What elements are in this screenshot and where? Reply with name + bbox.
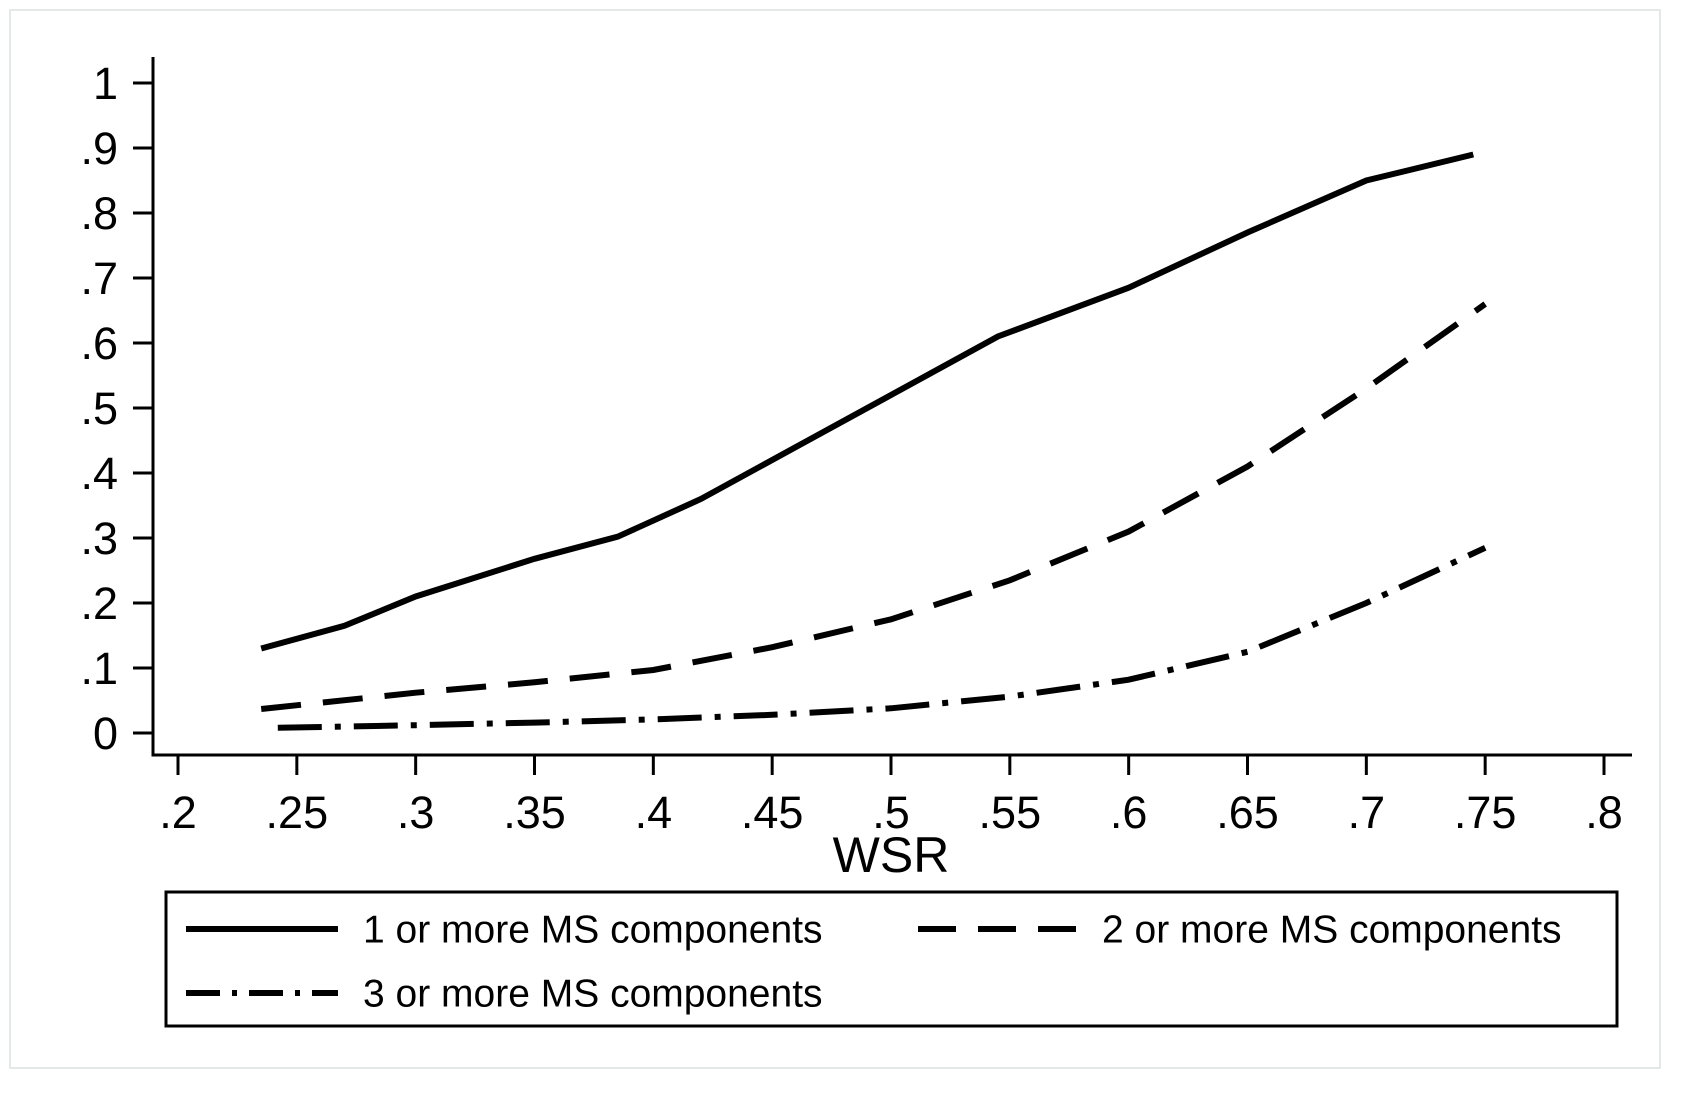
- y-tick-label: .9: [80, 123, 118, 174]
- y-tick-label: .2: [80, 578, 118, 629]
- x-tick-label: .75: [1454, 787, 1517, 838]
- x-tick-label: .55: [979, 787, 1042, 838]
- x-tick-label: .3: [397, 787, 435, 838]
- x-tick-label: .7: [1348, 787, 1386, 838]
- y-tick-label: .4: [80, 448, 118, 499]
- axis-lines: [151, 57, 1632, 757]
- y-tick-label: 0: [93, 708, 118, 759]
- x-tick-label: .65: [1216, 787, 1279, 838]
- y-tick-label: .1: [80, 643, 118, 694]
- legend-border: [164, 890, 1619, 1028]
- series-line-2: [260, 301, 1487, 712]
- y-tick-label: .3: [80, 513, 118, 564]
- x-tick-label: .2: [159, 787, 197, 838]
- x-axis-ticks: .2 .25 .3 .35 .4 .45 .5 .55 .6 .65 .7 .75 .8: [159, 755, 1623, 838]
- legend: 1 or more MS components 2 or more MS comp…: [164, 890, 1619, 1028]
- x-tick-label: .35: [503, 787, 566, 838]
- axes: [151, 57, 1632, 757]
- series-line-1: [260, 151, 1475, 652]
- y-tick-label: .7: [80, 253, 118, 304]
- x-tick-label: .5: [872, 787, 910, 838]
- y-axis-ticks: 0 .1 .2 .3 .4 .5 .6 .7 .8 .9 1: [80, 58, 153, 759]
- graph-region-frame: [9, 9, 1661, 1069]
- x-tick-label: .45: [741, 787, 804, 838]
- x-tick-label: .8: [1585, 787, 1623, 838]
- x-tick-label: .4: [635, 787, 673, 838]
- legend-label: 3 or more MS components: [363, 973, 823, 1016]
- x-tick-label: .6: [1110, 787, 1148, 838]
- series-lines: [260, 151, 1487, 731]
- series-line-3: [277, 545, 1487, 731]
- y-tick-label: .6: [80, 318, 118, 369]
- legend-label: 1 or more MS components: [363, 909, 823, 952]
- legend-label: 2 or more MS components: [1102, 909, 1562, 952]
- y-tick-label: .5: [80, 383, 118, 434]
- x-tick-label: .25: [266, 787, 329, 838]
- y-tick-label: 1: [93, 58, 118, 109]
- y-tick-label: .8: [80, 188, 118, 239]
- x-axis-title: WSR: [833, 827, 950, 883]
